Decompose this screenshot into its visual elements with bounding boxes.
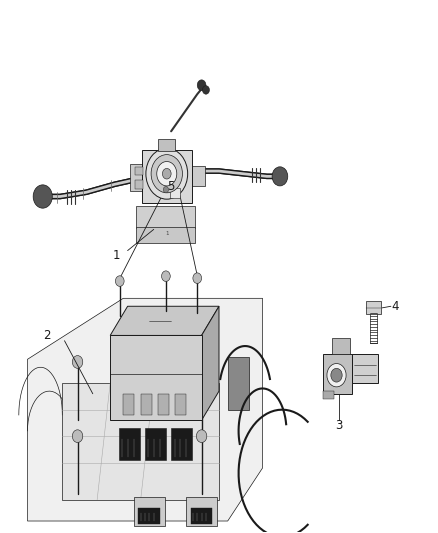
FancyBboxPatch shape: [171, 428, 192, 460]
FancyBboxPatch shape: [366, 302, 381, 314]
Polygon shape: [62, 383, 219, 500]
Circle shape: [33, 185, 52, 208]
Circle shape: [72, 356, 83, 368]
Circle shape: [202, 86, 209, 94]
FancyBboxPatch shape: [130, 164, 144, 191]
Circle shape: [197, 80, 206, 91]
FancyBboxPatch shape: [141, 394, 152, 415]
Text: 1: 1: [113, 249, 120, 262]
FancyBboxPatch shape: [352, 354, 378, 383]
FancyBboxPatch shape: [136, 206, 195, 228]
FancyBboxPatch shape: [142, 150, 192, 203]
FancyBboxPatch shape: [186, 497, 217, 526]
FancyBboxPatch shape: [190, 166, 205, 186]
FancyBboxPatch shape: [136, 227, 195, 243]
FancyBboxPatch shape: [158, 394, 169, 415]
Circle shape: [163, 187, 169, 193]
Text: 5: 5: [167, 181, 175, 193]
Circle shape: [331, 368, 342, 382]
FancyBboxPatch shape: [170, 188, 180, 198]
FancyBboxPatch shape: [123, 394, 134, 415]
Circle shape: [196, 366, 207, 379]
Circle shape: [146, 148, 187, 199]
FancyBboxPatch shape: [138, 508, 160, 523]
Polygon shape: [28, 298, 262, 521]
FancyBboxPatch shape: [119, 428, 140, 460]
Circle shape: [162, 271, 170, 281]
Polygon shape: [201, 306, 219, 420]
FancyBboxPatch shape: [332, 338, 350, 354]
FancyBboxPatch shape: [323, 391, 334, 399]
Circle shape: [162, 168, 171, 179]
Polygon shape: [228, 357, 250, 410]
Circle shape: [327, 364, 346, 387]
FancyBboxPatch shape: [135, 167, 143, 175]
Circle shape: [151, 155, 183, 193]
Circle shape: [193, 273, 201, 284]
FancyBboxPatch shape: [323, 354, 352, 394]
FancyBboxPatch shape: [135, 180, 143, 189]
Circle shape: [72, 430, 83, 442]
FancyBboxPatch shape: [176, 394, 186, 415]
Text: 3: 3: [335, 419, 343, 432]
Circle shape: [272, 167, 288, 186]
Text: 2: 2: [43, 329, 51, 342]
FancyBboxPatch shape: [110, 335, 201, 420]
Text: 1: 1: [165, 231, 169, 236]
Text: 4: 4: [392, 300, 399, 313]
FancyBboxPatch shape: [134, 497, 165, 526]
FancyBboxPatch shape: [158, 139, 176, 151]
Polygon shape: [110, 306, 219, 335]
Circle shape: [116, 276, 124, 286]
Circle shape: [196, 430, 207, 442]
FancyBboxPatch shape: [145, 428, 166, 460]
Circle shape: [157, 161, 177, 186]
FancyBboxPatch shape: [191, 508, 212, 523]
